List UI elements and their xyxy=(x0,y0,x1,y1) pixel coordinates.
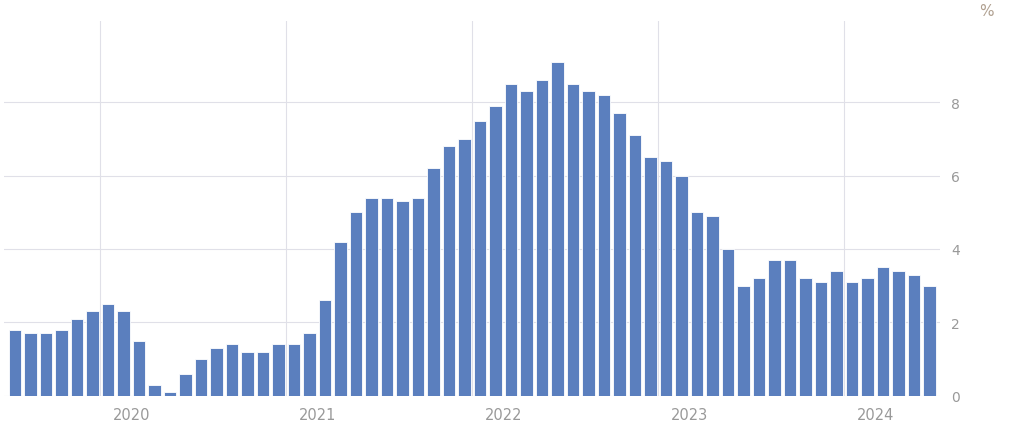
Bar xyxy=(257,352,269,396)
Bar xyxy=(784,260,796,396)
Bar xyxy=(861,279,874,396)
Bar xyxy=(396,202,409,396)
Bar xyxy=(40,334,52,396)
Bar xyxy=(427,169,440,396)
Bar xyxy=(582,92,594,396)
Bar xyxy=(71,319,83,396)
Bar xyxy=(721,249,735,396)
Bar xyxy=(814,282,828,396)
Bar xyxy=(194,359,208,396)
Bar xyxy=(133,341,145,396)
Bar xyxy=(303,334,316,396)
Bar xyxy=(504,85,518,396)
Bar xyxy=(660,161,672,396)
Bar xyxy=(706,216,719,396)
Bar xyxy=(768,260,781,396)
Bar xyxy=(846,282,858,396)
Bar xyxy=(55,330,68,396)
Bar xyxy=(877,268,889,396)
Bar xyxy=(923,286,936,396)
Bar xyxy=(210,348,223,396)
Bar xyxy=(179,374,192,396)
Bar xyxy=(489,106,502,396)
Bar xyxy=(830,271,843,396)
Bar xyxy=(272,345,284,396)
Bar xyxy=(892,271,904,396)
Bar xyxy=(25,334,37,396)
Bar xyxy=(753,279,765,396)
Bar xyxy=(365,198,377,396)
Bar xyxy=(675,176,687,396)
Bar xyxy=(287,345,301,396)
Bar xyxy=(148,385,161,396)
Bar xyxy=(691,213,703,396)
Bar xyxy=(318,301,331,396)
Bar xyxy=(907,275,921,396)
Bar xyxy=(458,140,471,396)
Bar xyxy=(799,279,811,396)
Text: %: % xyxy=(980,4,994,19)
Bar xyxy=(101,304,115,396)
Bar xyxy=(411,198,425,396)
Bar xyxy=(567,85,579,396)
Bar xyxy=(226,345,238,396)
Bar xyxy=(536,81,548,396)
Bar xyxy=(597,95,611,396)
Bar xyxy=(737,286,750,396)
Bar xyxy=(520,92,533,396)
Bar xyxy=(350,213,362,396)
Bar xyxy=(613,114,626,396)
Bar xyxy=(381,198,393,396)
Bar xyxy=(86,311,99,396)
Bar xyxy=(644,158,657,396)
Bar xyxy=(164,392,176,396)
Bar xyxy=(628,136,641,396)
Bar xyxy=(118,311,130,396)
Bar xyxy=(8,330,21,396)
Bar xyxy=(551,63,564,396)
Bar xyxy=(241,352,254,396)
Bar xyxy=(474,121,486,396)
Bar xyxy=(443,147,455,396)
Bar xyxy=(335,242,347,396)
